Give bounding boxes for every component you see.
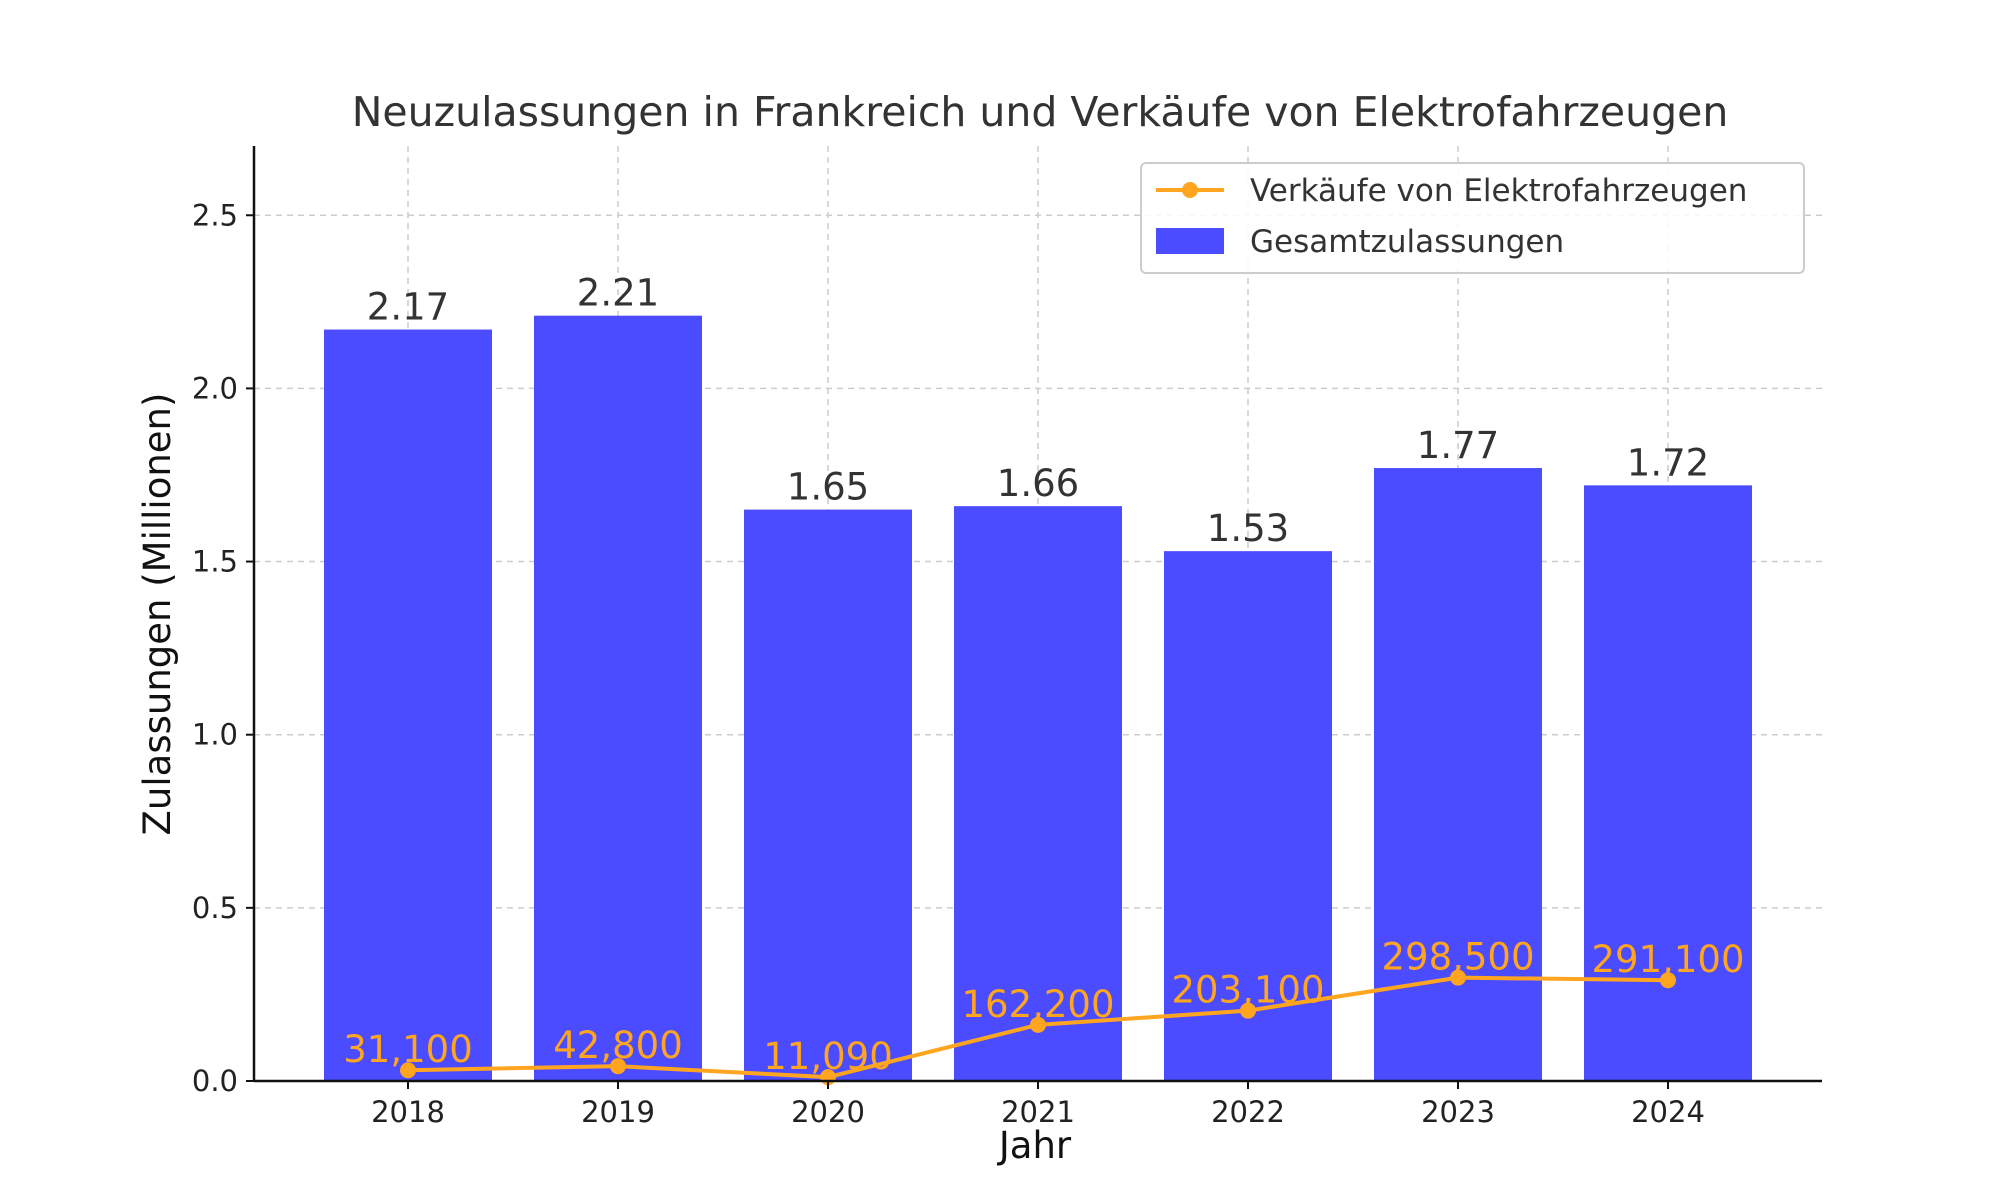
x-axis-ticks: 2018 2019 2020 2021 2022 2023 2024 <box>371 1081 1705 1129</box>
x-tick-label-2021: 2021 <box>1001 1095 1075 1129</box>
ev-sales-label-2024: 291,100 <box>1591 938 1744 981</box>
ev-sales-point-2018 <box>400 1062 416 1079</box>
y-axis-ticks: 0.0 0.5 1.0 1.5 2.0 2.5 <box>192 198 254 1098</box>
legend-label-total-registrations: Gesamtzulassungen <box>1250 224 1564 260</box>
y-tick-label-4: 2.0 <box>192 371 238 405</box>
x-tick-label-2018: 2018 <box>371 1095 445 1129</box>
ev-sales-label-2021: 162,200 <box>961 983 1114 1026</box>
ev-sales-point-2024 <box>1660 972 1676 989</box>
x-tick-label-2022: 2022 <box>1211 1095 1285 1129</box>
legend: Verkäufe von Elektrofahrzeugen Gesamtzul… <box>1140 162 1805 274</box>
legend-bar-swatch <box>1156 228 1224 254</box>
ev-sales-point-2019 <box>610 1058 626 1075</box>
y-tick-label-1: 0.5 <box>192 891 238 925</box>
bar-label-2024: 1.72 <box>1627 441 1709 484</box>
ev-sales-point-2023 <box>1450 969 1466 986</box>
bar-label-2019: 2.21 <box>577 272 659 315</box>
bar-labels: 2.17 2.21 1.65 1.66 1.53 1.77 1.72 <box>367 272 1709 550</box>
bar-2023 <box>1374 468 1542 1081</box>
x-tick-label-2019: 2019 <box>581 1095 655 1129</box>
ev-sales-point-2021 <box>1030 1016 1046 1033</box>
x-tick-label-2023: 2023 <box>1421 1095 1495 1129</box>
bar-label-2021: 1.66 <box>997 462 1079 505</box>
bar-series <box>324 315 1752 1082</box>
y-tick-label-0: 0.0 <box>192 1064 238 1098</box>
bar-label-2020: 1.65 <box>787 466 869 509</box>
y-axis-title: Zulassungen (Millionen) <box>136 393 179 836</box>
bar-2021 <box>954 506 1122 1081</box>
bar-label-2018: 2.17 <box>367 286 449 329</box>
legend-line-marker <box>1182 182 1198 198</box>
y-tick-label-3: 1.5 <box>192 545 238 579</box>
legend-box <box>1140 162 1805 274</box>
y-tick-label-5: 2.5 <box>192 198 238 232</box>
y-tick-label-2: 1.0 <box>192 718 238 752</box>
bar-label-2022: 1.53 <box>1207 507 1289 550</box>
bar-2024 <box>1584 485 1752 1081</box>
ev-sales-label-2018: 31,100 <box>343 1028 472 1071</box>
x-axis-title: Jahr <box>997 1124 1072 1167</box>
bar-2020 <box>744 509 912 1082</box>
bar-label-2023: 1.77 <box>1417 424 1499 467</box>
bar-2019 <box>534 315 702 1081</box>
ev-sales-label-2023: 298,500 <box>1381 936 1534 979</box>
ev-sales-label-2019: 42,800 <box>553 1024 682 1067</box>
x-tick-label-2020: 2020 <box>791 1095 865 1129</box>
ev-sales-label-2022: 203,100 <box>1171 969 1324 1012</box>
ev-sales-series: 31,100 42,800 11,090 162,200 203,100 298,500 2… <box>343 936 1745 1086</box>
legend-label-ev-sales: Verkäufe von Elektrofahrzeugen <box>1250 173 1747 209</box>
x-tick-label-2024: 2024 <box>1631 1095 1705 1129</box>
ev-sales-point-2022 <box>1240 1002 1256 1019</box>
ev-sales-label-2020: 11,090 <box>763 1035 892 1078</box>
chart-title: Neuzulassungen in Frankreich und Verkäuf… <box>352 88 1729 136</box>
bar-2018 <box>324 329 492 1081</box>
bar-2022 <box>1164 551 1332 1081</box>
